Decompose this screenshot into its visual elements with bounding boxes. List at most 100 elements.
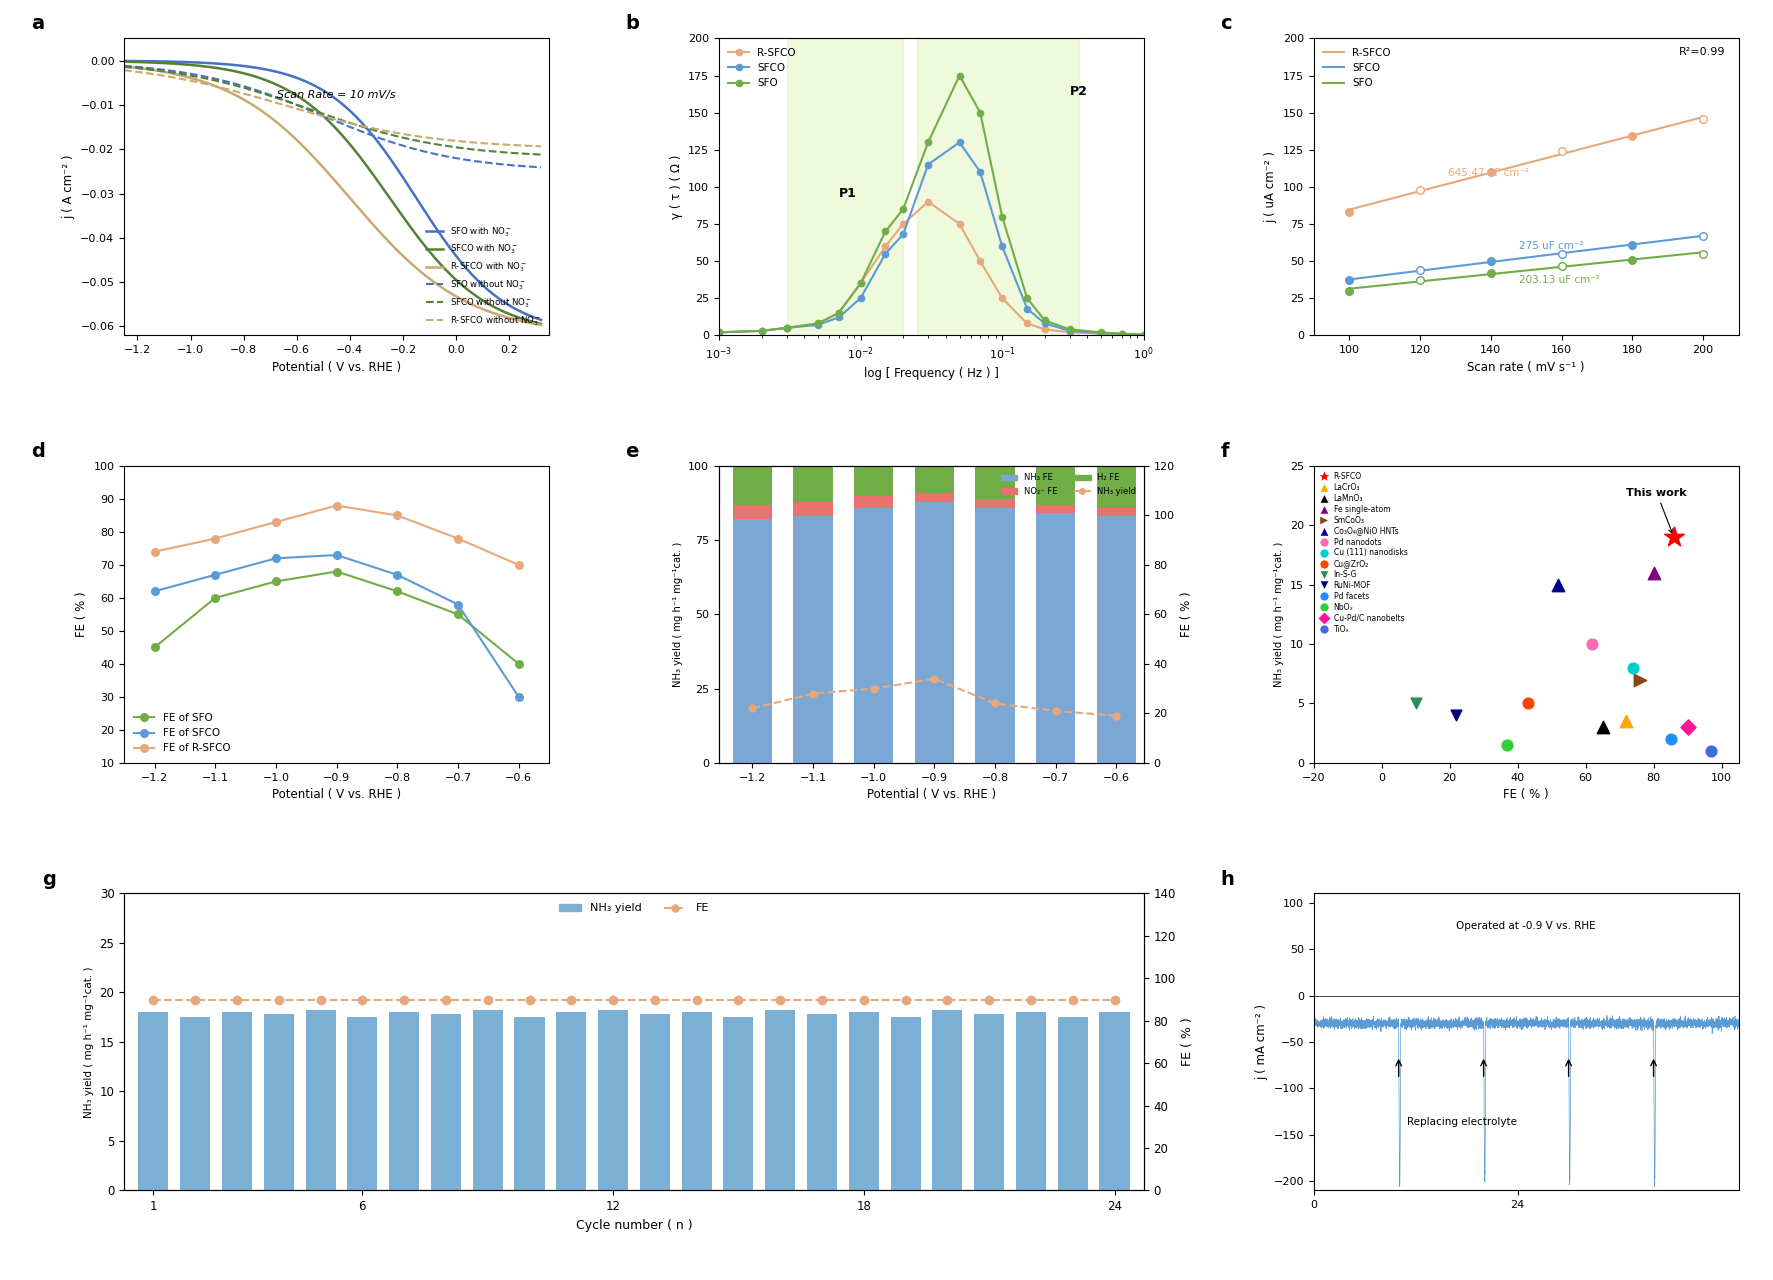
Bar <box>1096 507 1135 516</box>
Bar <box>973 1014 1004 1190</box>
Bar <box>472 1010 502 1190</box>
Bar <box>681 1012 711 1190</box>
Bar <box>557 1012 587 1190</box>
R-SFCO <box>970 253 991 269</box>
Bar <box>975 507 1014 763</box>
Point <box>1401 694 1429 714</box>
SFO <box>1016 291 1037 306</box>
R-SFCO <box>1090 326 1112 342</box>
SFO <box>1058 321 1080 337</box>
Line: SFCO: SFCO <box>716 140 1145 338</box>
SFO <box>1110 326 1131 342</box>
Y-axis label: NH₃ yield ( mg h⁻¹ mg⁻¹cat. ): NH₃ yield ( mg h⁻¹ mg⁻¹cat. ) <box>1273 541 1284 687</box>
R-SFCO <box>1110 326 1131 342</box>
Bar <box>1096 516 1135 763</box>
SFCO <box>1016 301 1037 316</box>
SFO <box>970 105 991 120</box>
Text: a: a <box>30 14 44 33</box>
Bar <box>1035 504 1074 513</box>
SFCO <box>874 246 895 261</box>
Bar <box>1035 513 1074 763</box>
Bar <box>785 38 902 335</box>
FE of SFCO <box>387 567 408 582</box>
Bar <box>732 466 771 504</box>
Bar <box>933 1010 963 1190</box>
Line: FE of SFCO: FE of SFCO <box>151 552 523 700</box>
FE of SFCO <box>326 548 348 563</box>
Text: d: d <box>30 442 44 461</box>
SFO <box>874 224 895 239</box>
R-SFCO <box>1034 321 1055 337</box>
Text: P2: P2 <box>1069 84 1087 97</box>
SFCO <box>775 320 796 335</box>
Text: Operated at -0.9 V vs. RHE: Operated at -0.9 V vs. RHE <box>1456 922 1596 931</box>
FE of R-SFCO <box>326 498 348 513</box>
SFO <box>917 134 938 150</box>
SFCO <box>1110 326 1131 342</box>
Bar <box>1096 466 1135 507</box>
Bar <box>853 507 894 763</box>
Text: P1: P1 <box>839 187 856 200</box>
FE of SFO <box>507 657 528 672</box>
Text: 203.13 uF cm⁻²: 203.13 uF cm⁻² <box>1518 275 1599 285</box>
SFO <box>892 201 913 216</box>
Point <box>1493 735 1521 755</box>
Y-axis label: FE ( % ): FE ( % ) <box>74 591 89 637</box>
Y-axis label: NH₃ yield ( mg h⁻¹ mg⁻¹cat. ): NH₃ yield ( mg h⁻¹ mg⁻¹cat. ) <box>672 541 683 687</box>
SFO <box>849 275 871 291</box>
Line: R-SFCO: R-SFCO <box>716 198 1145 338</box>
SFCO <box>892 227 913 242</box>
Bar <box>138 1012 168 1190</box>
Bar <box>1035 466 1074 504</box>
Point <box>1587 717 1615 737</box>
R-SFCO <box>707 325 729 340</box>
Text: b: b <box>626 14 638 33</box>
FE of SFCO <box>447 596 468 612</box>
Bar <box>1057 1018 1087 1190</box>
SFCO <box>949 134 970 150</box>
X-axis label: Scan rate ( mV s⁻¹ ): Scan rate ( mV s⁻¹ ) <box>1466 361 1583 374</box>
Y-axis label: j ( mA cm⁻² ): j ( mA cm⁻² ) <box>1254 1004 1268 1080</box>
Point <box>1612 712 1640 732</box>
Bar <box>640 1014 670 1190</box>
SFCO <box>707 325 729 340</box>
X-axis label: log [ Frequency ( Hz ) ]: log [ Frequency ( Hz ) ] <box>863 367 998 380</box>
SFCO <box>991 238 1012 253</box>
SFO <box>1133 326 1154 342</box>
SFO <box>775 320 796 335</box>
Line: SFO: SFO <box>716 73 1145 338</box>
Point <box>1672 717 1700 737</box>
Text: c: c <box>1220 14 1230 33</box>
SFO <box>949 68 970 83</box>
Bar <box>793 466 832 502</box>
Bar <box>222 1012 252 1190</box>
SFCO <box>807 317 828 333</box>
Legend: NH₃ FE, NO₂⁻ FE, H₂ FE, NH₃ yield: NH₃ FE, NO₂⁻ FE, H₂ FE, NH₃ yield <box>996 470 1138 499</box>
Text: f: f <box>1220 442 1229 461</box>
FE of R-SFCO <box>387 508 408 524</box>
FE of SFCO <box>144 584 165 599</box>
FE of SFCO <box>266 550 287 566</box>
FE of SFCO <box>507 689 528 704</box>
Legend: R-SFCO, LaCrO₃, LaMnO₃, Fe single-atom, SmCoO₃, Co₃O₄@NiO HNTs, Pd nanodots, Cu : R-SFCO, LaCrO₃, LaMnO₃, Fe single-atom, … <box>1317 470 1410 636</box>
Text: Scan Rate = 10 mV/s: Scan Rate = 10 mV/s <box>277 90 395 100</box>
Bar <box>1099 1012 1129 1190</box>
Bar <box>723 1018 754 1190</box>
Point <box>1697 741 1725 762</box>
FE of R-SFCO <box>266 515 287 530</box>
Legend: R-SFCO, SFCO, SFO: R-SFCO, SFCO, SFO <box>723 44 800 92</box>
SFO <box>1090 325 1112 340</box>
Bar <box>975 466 1014 499</box>
Legend: NH₃ yield, FE: NH₃ yield, FE <box>555 899 713 918</box>
Bar <box>915 502 954 763</box>
Point <box>1543 575 1571 595</box>
R-SFCO <box>750 323 771 338</box>
Y-axis label: NH₃ yield ( mg h⁻¹ mg⁻¹cat. ): NH₃ yield ( mg h⁻¹ mg⁻¹cat. ) <box>83 966 94 1117</box>
Bar <box>793 502 832 516</box>
Bar <box>264 1014 294 1190</box>
R-SFCO <box>917 195 938 210</box>
SFCO <box>917 157 938 173</box>
SFCO <box>1133 326 1154 342</box>
SFCO <box>828 310 849 325</box>
R-SFCO <box>949 216 970 232</box>
